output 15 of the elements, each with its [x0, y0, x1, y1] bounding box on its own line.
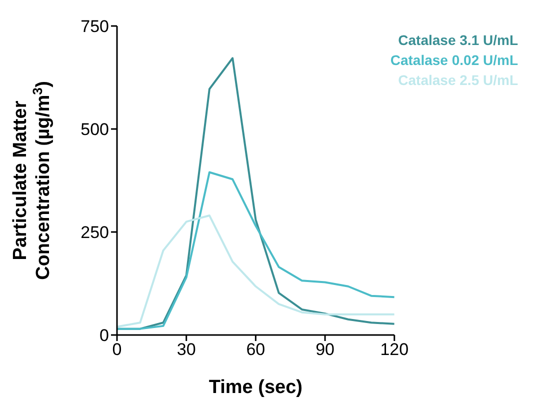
x-tick-label: 0 [112, 340, 122, 360]
y-tick-label: 750 [80, 17, 109, 36]
text: Catalase 0.02 U/mL [390, 51, 518, 70]
x-tick-label: 60 [246, 340, 266, 360]
x-tick-label: 30 [176, 340, 196, 360]
x-axis-title: Time (sec) [208, 377, 303, 398]
x-tick-label: 120 [380, 340, 409, 360]
text: Catalase 3.1 U/mL [397, 31, 518, 50]
y-tick-label: 0 [100, 326, 109, 346]
y-tick-label: 500 [80, 120, 109, 140]
line-series [117, 171, 394, 330]
x-tick-label: 90 [316, 340, 334, 360]
y-tick-label: 250 [80, 223, 109, 242]
text: Catalase 2.5 U/mL [397, 71, 518, 90]
line-series [117, 214, 394, 328]
